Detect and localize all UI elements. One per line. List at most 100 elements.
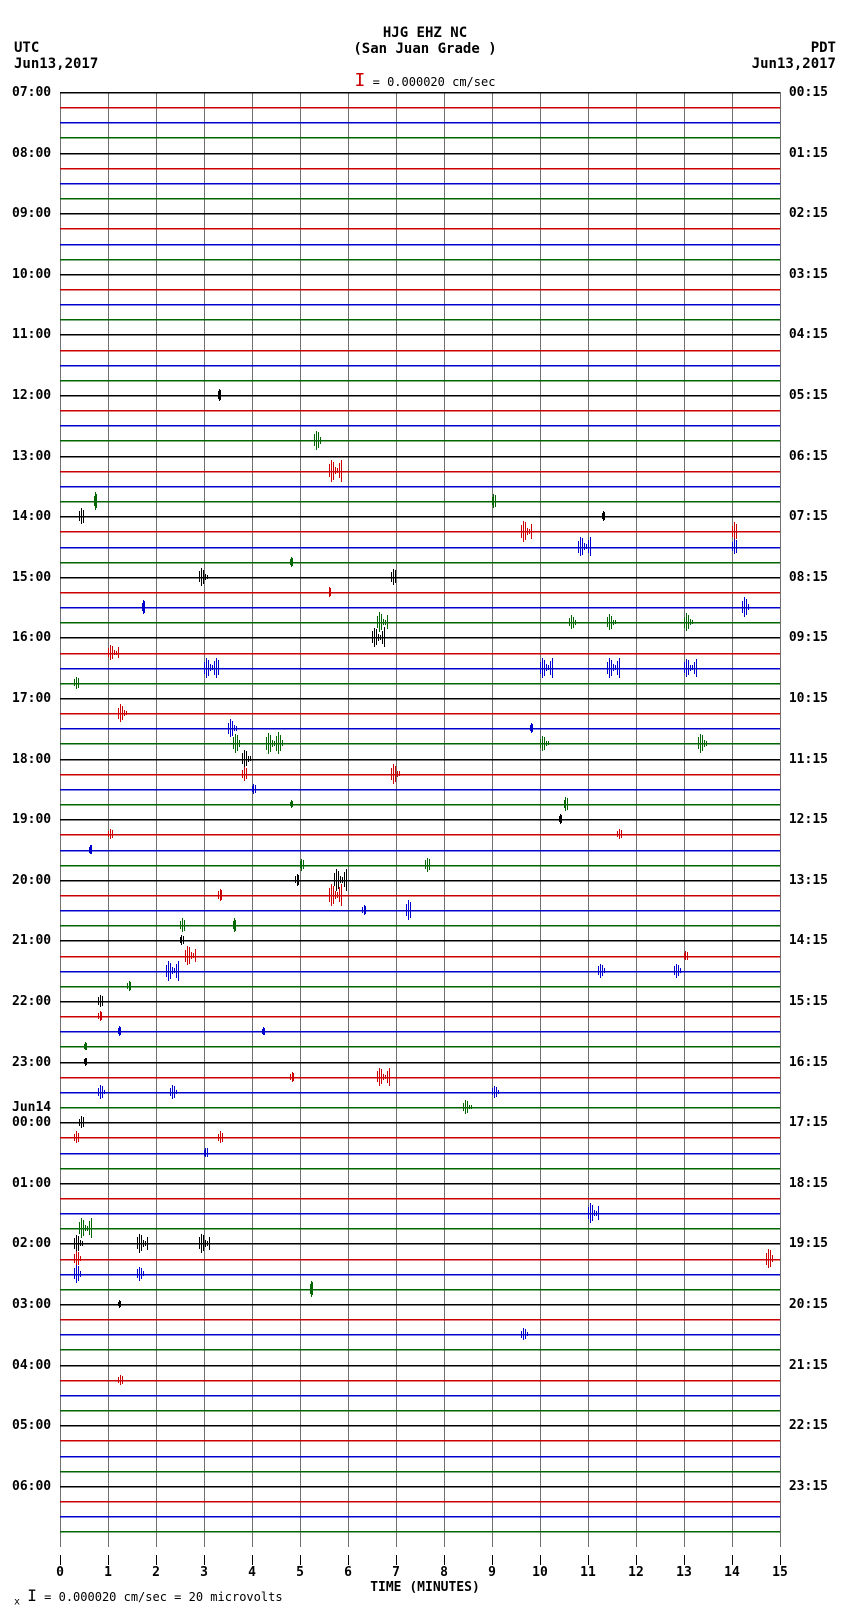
trace-row <box>60 410 780 411</box>
seismic-event <box>314 430 322 450</box>
trace-row <box>60 107 780 108</box>
seismic-event <box>84 1042 87 1050</box>
pdt-time-label: 08:15 <box>789 570 828 585</box>
trace-row <box>60 228 780 229</box>
trace-row <box>60 168 780 169</box>
pdt-time-label: 09:15 <box>789 630 828 645</box>
seismic-event <box>372 627 386 647</box>
seismic-event <box>295 874 299 886</box>
trace-row <box>60 1334 780 1335</box>
trace-row <box>60 607 780 608</box>
x-tick-label: 9 <box>488 1565 496 1580</box>
seismic-event <box>463 1100 473 1114</box>
trace-row <box>60 1092 780 1093</box>
pdt-time-label: 10:15 <box>789 691 828 706</box>
seismic-event <box>84 1058 87 1066</box>
seismic-event <box>300 859 304 871</box>
trace-row <box>60 456 780 457</box>
utc-time-label: 09:00 <box>12 206 51 221</box>
x-tick-label: 3 <box>200 1565 208 1580</box>
seismic-event <box>170 1085 178 1099</box>
pdt-time-label: 20:15 <box>789 1297 828 1312</box>
seismic-event <box>329 460 343 482</box>
utc-time-label: 14:00 <box>12 509 51 524</box>
seismic-event <box>74 677 80 689</box>
seismic-event <box>684 951 688 961</box>
utc-time-label: 18:00 <box>12 752 51 767</box>
pdt-time-label: 01:15 <box>789 146 828 161</box>
trace-row <box>60 956 780 957</box>
pdt-time-label: 04:15 <box>789 327 828 342</box>
trace-row <box>60 728 780 729</box>
pdt-time-label: 19:15 <box>789 1236 828 1251</box>
trace-row <box>60 365 780 366</box>
trace-row <box>60 1228 780 1229</box>
seismic-event <box>118 1026 122 1036</box>
x-tick <box>636 1555 637 1565</box>
trace-row <box>60 153 780 154</box>
day-marker: Jun14 <box>12 1100 51 1115</box>
seismic-event <box>199 1233 211 1253</box>
pdt-time-label: 03:15 <box>789 267 828 282</box>
seismic-event <box>607 658 621 678</box>
trace-row <box>60 1289 780 1290</box>
seismic-event <box>185 946 197 966</box>
trace-row <box>60 547 780 548</box>
seismic-event <box>79 1116 85 1128</box>
seismic-event <box>204 658 220 678</box>
seismic-event <box>698 733 708 753</box>
pdt-time-label: 13:15 <box>789 873 828 888</box>
trace-row <box>60 910 780 911</box>
pdt-time-label: 21:15 <box>789 1358 828 1373</box>
utc-time-label: 11:00 <box>12 327 51 342</box>
timezone-left: UTC <box>14 40 39 56</box>
seismic-event <box>137 1267 145 1281</box>
utc-time-label: 20:00 <box>12 873 51 888</box>
trace-row <box>60 259 780 260</box>
trace-row <box>60 1410 780 1411</box>
seismic-event <box>391 764 401 784</box>
utc-time-label: 13:00 <box>12 449 51 464</box>
x-tick-label: 6 <box>344 1565 352 1580</box>
seismic-event <box>137 1233 149 1253</box>
trace-row <box>60 637 780 638</box>
x-tick-label: 12 <box>628 1565 644 1580</box>
utc-time-label: 02:00 <box>12 1236 51 1251</box>
date-left: Jun13,2017 <box>14 56 98 72</box>
trace-row <box>60 834 780 835</box>
pdt-time-label: 05:15 <box>789 388 828 403</box>
seismic-event <box>617 829 623 839</box>
seismic-event <box>118 1300 121 1308</box>
trace-row <box>60 1153 780 1154</box>
trace-row <box>60 713 780 714</box>
trace-row <box>60 1440 780 1441</box>
seismic-event <box>578 537 592 557</box>
pdt-time-label: 11:15 <box>789 752 828 767</box>
utc-time-label: 21:00 <box>12 933 51 948</box>
trace-row <box>60 1471 780 1472</box>
seismic-event <box>766 1249 774 1269</box>
trace-row <box>60 1016 780 1017</box>
seismic-event <box>290 1072 294 1082</box>
trace-row <box>60 516 780 517</box>
seismic-event <box>742 597 750 617</box>
seismic-event <box>98 995 104 1007</box>
gridline-v <box>780 92 781 1547</box>
x-tick <box>492 1555 493 1565</box>
seismic-event <box>166 961 180 981</box>
trace-row <box>60 1259 780 1260</box>
x-tick <box>300 1555 301 1565</box>
trace-row <box>60 334 780 335</box>
seismic-event <box>492 1086 500 1098</box>
seismic-event <box>674 964 682 978</box>
x-tick-label: 1 <box>104 1565 112 1580</box>
trace-row <box>60 940 780 941</box>
trace-row <box>60 1107 780 1108</box>
trace-row <box>60 319 780 320</box>
seismic-event <box>98 1085 106 1099</box>
seismic-event <box>89 845 93 855</box>
station-location: (San Juan Grade ) <box>0 41 850 57</box>
seismic-event <box>329 884 343 906</box>
utc-time-label: 03:00 <box>12 1297 51 1312</box>
seismic-event <box>98 1011 102 1021</box>
